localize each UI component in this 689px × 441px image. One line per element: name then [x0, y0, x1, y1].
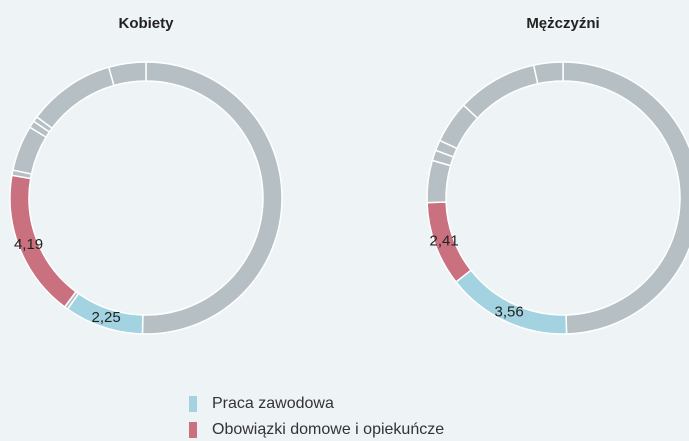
- donut-segment: [426, 159, 452, 204]
- data-label: 2,41: [430, 232, 459, 249]
- data-label: 4,19: [14, 236, 43, 253]
- legend-label: Obowiązki domowe i opiekuńcze: [212, 421, 444, 438]
- donut-segment: [35, 66, 115, 130]
- donut-segment: [562, 61, 689, 335]
- donut-segment: [454, 269, 568, 335]
- legend-label: Praca zawodowa: [212, 395, 334, 412]
- donut-segment: [141, 61, 283, 335]
- data-label: 3,56: [495, 303, 524, 320]
- donut-segment: [532, 61, 564, 85]
- chart-title: Mężczyźni: [526, 15, 599, 32]
- donut-segment: [107, 61, 147, 87]
- legend-swatch: [189, 422, 197, 438]
- legend-swatch: [189, 396, 197, 412]
- chart-title: Kobiety: [118, 15, 174, 32]
- data-label: 2,25: [92, 309, 121, 326]
- donut-segment: [462, 64, 539, 120]
